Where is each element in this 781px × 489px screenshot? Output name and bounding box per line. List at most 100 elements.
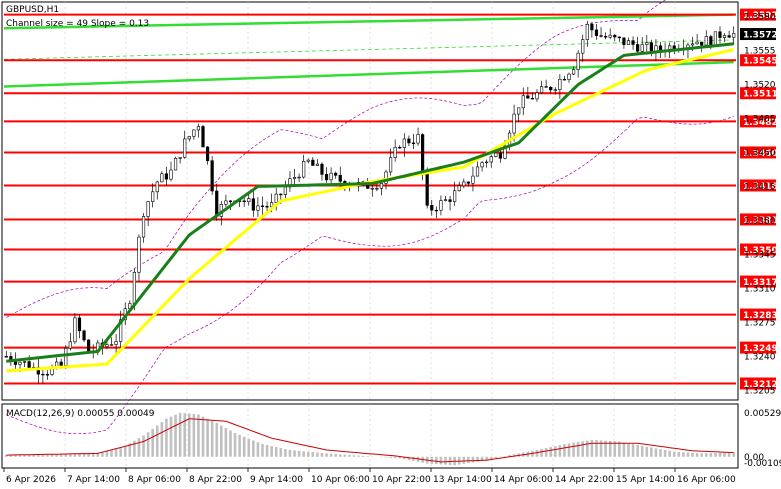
candle-body xyxy=(443,199,448,201)
candle-body xyxy=(155,181,159,193)
candle-body xyxy=(242,200,246,203)
candle-body xyxy=(480,162,484,168)
candle-body xyxy=(539,86,544,93)
candle-body xyxy=(722,35,727,38)
candle-body xyxy=(700,41,704,46)
candle-body xyxy=(279,193,283,196)
candle-body xyxy=(169,169,173,180)
candle-body xyxy=(590,23,594,31)
candle-body xyxy=(526,95,530,99)
level-label: 1.3592 xyxy=(743,11,778,21)
price-axis: 1.3590 1.3555 1.3520 1.3485 1.3450 1.3415 1.33… xyxy=(740,13,781,469)
candle-body xyxy=(727,35,731,38)
candle-body xyxy=(247,198,251,203)
candle-body xyxy=(617,36,621,39)
price-tick-label: 1.3450 xyxy=(744,148,776,158)
level-label-bg xyxy=(740,179,776,192)
candle-body xyxy=(599,35,603,37)
candle-body xyxy=(119,319,123,342)
candle-body xyxy=(512,113,516,134)
candle-body xyxy=(210,160,214,192)
candle-body xyxy=(636,44,640,52)
time-tick-label: 8 Apr 22:00 xyxy=(189,475,242,485)
candle-body xyxy=(498,152,502,159)
candle-body xyxy=(68,341,72,349)
candle-body xyxy=(471,175,475,184)
candle-body xyxy=(695,41,699,45)
moving-averages xyxy=(6,42,735,373)
macd-title: MACD(12,26,9) 0.00055 0.00049 xyxy=(6,409,155,419)
candle-body xyxy=(608,34,612,38)
support-resistance-levels: 1.3592 1.3545 1.3511 1.3482 1.3450 1.3416 1.33… xyxy=(4,8,778,390)
price-tick-label: 1.3380 xyxy=(744,216,776,226)
candle-body xyxy=(521,95,525,109)
candle-body xyxy=(228,200,233,202)
price-tick-label: 1.3520 xyxy=(744,81,776,91)
candle-body xyxy=(530,97,535,100)
level-label: 1.3545 xyxy=(743,57,778,67)
candle-body xyxy=(732,32,736,38)
channel-mid-line xyxy=(3,39,734,60)
candle-body xyxy=(613,34,617,38)
candle-body xyxy=(430,205,434,211)
candle-body xyxy=(283,186,287,195)
candle-body xyxy=(215,190,219,217)
candle-body xyxy=(462,181,466,187)
level-label-bg xyxy=(740,213,776,226)
candle-body xyxy=(571,69,576,75)
level-label: 1.3212 xyxy=(743,380,778,390)
candle-body xyxy=(4,356,8,358)
candle-body xyxy=(549,86,553,91)
candle-body xyxy=(416,134,420,144)
candle-body xyxy=(718,31,722,38)
symbol-title: GBPUSD,H1 xyxy=(6,5,59,15)
level-label-bg xyxy=(740,87,776,100)
level-label-bg xyxy=(740,275,776,288)
macd-tick-label: 0.00529 xyxy=(744,409,781,419)
candle-body xyxy=(494,152,498,157)
time-tick-label: 16 Apr 06:00 xyxy=(677,475,736,485)
candle-body xyxy=(457,185,461,192)
candle-body xyxy=(187,136,191,140)
time-tick-label: 13 Apr 14:00 xyxy=(433,475,492,485)
level-label: 1.3283 xyxy=(743,311,778,321)
price-tick-label: 1.3240 xyxy=(744,352,776,362)
candle-body xyxy=(114,341,118,345)
regression-channel xyxy=(3,13,734,88)
candle-body xyxy=(251,198,255,211)
time-tick-label: 14 Apr 06:00 xyxy=(494,475,553,485)
level-label: 1.3450 xyxy=(743,149,778,159)
time-tick-label: 15 Apr 14:00 xyxy=(616,475,675,485)
macd-tick-label: 0.00 xyxy=(744,453,764,463)
candle-body xyxy=(434,209,438,212)
candle-body xyxy=(274,193,278,203)
candle-body xyxy=(645,42,649,45)
level-label: 1.3350 xyxy=(743,246,778,256)
bollinger-bands xyxy=(6,0,734,435)
candle-body xyxy=(631,40,635,45)
candle-body xyxy=(141,216,146,238)
price-tick-label: 1.3555 xyxy=(744,47,776,57)
level-label-bg xyxy=(740,377,776,390)
candle-body xyxy=(576,52,580,70)
candle-body xyxy=(375,187,379,190)
candle-body xyxy=(393,146,397,158)
candle-body xyxy=(265,206,269,208)
candle-body xyxy=(535,92,539,100)
level-label: 1.3317 xyxy=(743,278,778,288)
candle-body xyxy=(485,161,489,164)
candle-body xyxy=(164,173,169,180)
candle-body xyxy=(379,183,384,189)
candle-body xyxy=(105,344,109,347)
candle-body xyxy=(297,176,301,179)
level-label: 1.3482 xyxy=(743,118,778,128)
candle-body xyxy=(306,159,310,162)
candle-body xyxy=(73,317,77,343)
candle-body xyxy=(315,163,319,166)
level-label-bg xyxy=(740,146,776,159)
candle-body xyxy=(260,205,265,207)
candle-body xyxy=(489,156,493,163)
candle-body xyxy=(690,43,695,46)
level-label: 1.3249 xyxy=(743,344,778,354)
candle-body xyxy=(594,29,599,36)
